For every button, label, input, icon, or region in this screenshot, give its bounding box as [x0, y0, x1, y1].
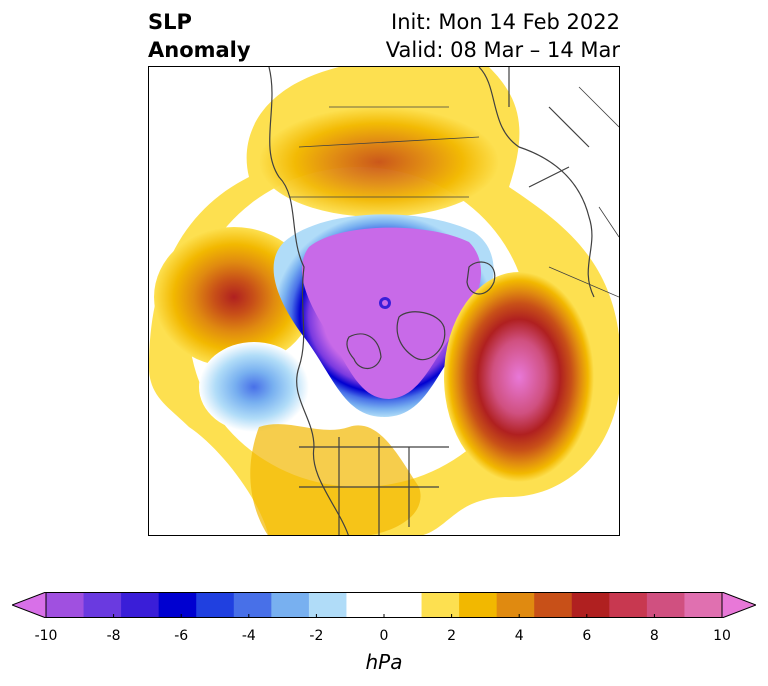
colorbar-segment [346, 592, 385, 618]
title-line-2: Anomaly [148, 38, 251, 62]
colorbar-segment [496, 592, 535, 618]
colorbar-tick-label: -10 [34, 628, 58, 644]
anomaly-ne-pacific-low [199, 342, 309, 432]
colorbar-tick-label: 10 [713, 628, 731, 644]
colorbar-segment [384, 592, 423, 618]
init-date: Init: Mon 14 Feb 2022 [391, 10, 620, 34]
colorbar-segment [646, 592, 685, 618]
colorbar-segment [233, 592, 272, 618]
colorbar-segment [421, 592, 460, 618]
colorbar-segment [271, 592, 310, 618]
colorbar-segment [534, 592, 573, 618]
colorbar-tick-label: -4 [241, 628, 256, 644]
colorbar-segment [83, 592, 122, 618]
colorbar-tick-label: 0 [379, 628, 389, 644]
anomaly-map [148, 66, 620, 536]
colorbar-segment [684, 592, 723, 618]
colorbar-segment [121, 592, 160, 618]
colorbar-tick-label: -2 [309, 628, 324, 644]
colorbar-tick-label: 8 [649, 628, 659, 644]
colorbar-max-arrow [721, 592, 756, 618]
colorbar-segment [196, 592, 235, 618]
colorbar-segment [158, 592, 197, 618]
map-canvas [149, 67, 619, 535]
colorbar-segment [571, 592, 610, 618]
colorbar-segment [609, 592, 648, 618]
colorbar-min-arrow [12, 592, 47, 618]
colorbar-unit-label: hPa [365, 650, 403, 674]
borders [289, 86, 619, 298]
colorbar-segment [46, 592, 85, 618]
anomaly-pacific-high [154, 227, 314, 367]
map-subtitle: Init: Mon 14 Feb 2022 Valid: 08 Mar – 14… [386, 8, 620, 64]
colorbar-segment [308, 592, 347, 618]
anomaly-atlantic-high [444, 272, 594, 482]
valid-range: Valid: 08 Mar – 14 Mar [385, 38, 620, 62]
colorbar [12, 592, 756, 618]
colorbar-tick-label: -8 [106, 628, 121, 644]
colorbar-segment [459, 592, 498, 618]
anomaly-us-positive [250, 424, 421, 535]
colorbar-tick-label: 2 [447, 628, 457, 644]
colorbar-tick-label: 4 [514, 628, 524, 644]
colorbar-tick-label: -6 [174, 628, 189, 644]
anomaly-asia-high [259, 107, 499, 217]
title-line-1: SLP [148, 10, 192, 34]
coastlines [268, 67, 595, 535]
colorbar-tick-label: 6 [582, 628, 592, 644]
map-title: SLP Anomaly [148, 8, 251, 64]
